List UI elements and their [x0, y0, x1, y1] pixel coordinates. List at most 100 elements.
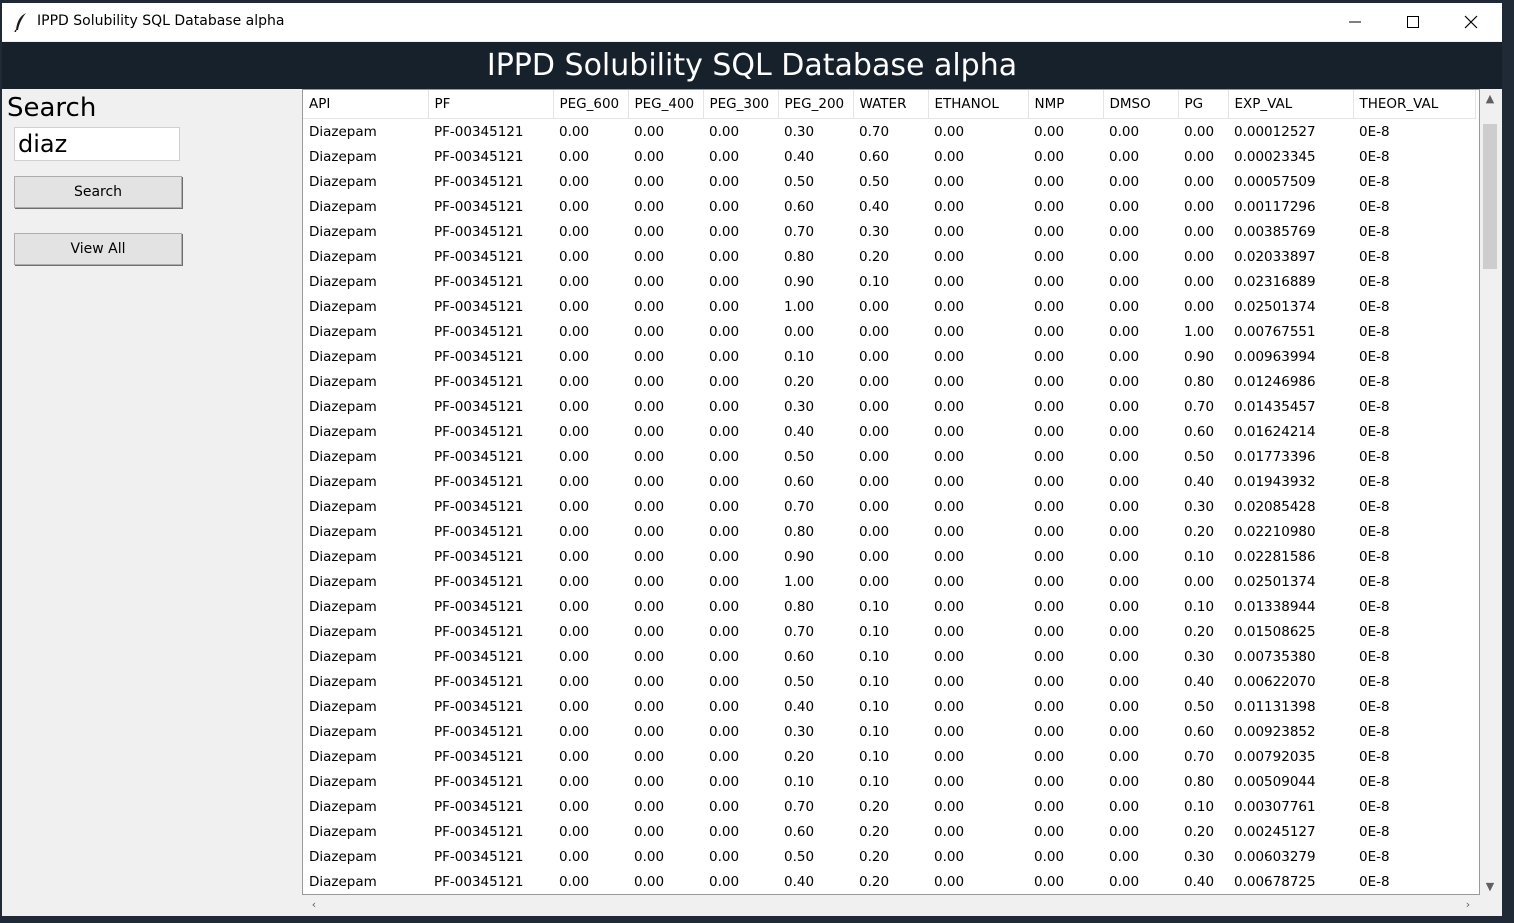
column-header[interactable]: PEG_400: [628, 90, 704, 119]
maximize-button[interactable]: [1384, 3, 1442, 41]
table-row[interactable]: Diazepam PF-00345121 0.00 0.00 0.00 1.00 0.00 0…: [303, 294, 1475, 319]
table-row[interactable]: Diazepam PF-00345121 0.00 0.00 0.00 0.30 0.00 0…: [303, 394, 1475, 419]
column-header[interactable]: PG: [1178, 90, 1229, 119]
table-row[interactable]: Diazepam PF-00345121 0.00 0.00 0.00 0.50 0.20 0…: [303, 844, 1475, 869]
column-header[interactable]: NMP: [1028, 90, 1104, 119]
table-cell: Diazepam: [309, 723, 377, 740]
vertical-scrollbar[interactable]: ▲ ▼: [1480, 89, 1500, 895]
table-row[interactable]: Diazepam PF-00345121 0.00 0.00 0.00 0.60 0.10 0…: [303, 644, 1475, 669]
table-cell: 0.00: [634, 673, 665, 690]
scroll-up-icon[interactable]: ▲: [1485, 91, 1495, 105]
table-cell: 0.40: [1184, 473, 1215, 490]
vertical-scroll-thumb[interactable]: [1483, 124, 1497, 269]
table-cell: 0.70: [784, 498, 815, 515]
column-header[interactable]: PEG_200: [778, 90, 854, 119]
table-row[interactable]: Diazepam PF-00345121 0.00 0.00 0.00 1.00 0.00 0…: [303, 569, 1475, 594]
table-row[interactable]: Diazepam PF-00345121 0.00 0.00 0.00 0.50 0.10 0…: [303, 669, 1475, 694]
table-cell: 0.70: [1184, 748, 1215, 765]
column-header[interactable]: API: [303, 90, 429, 119]
table-cell: 0.00: [559, 773, 590, 790]
title-bar[interactable]: IPPD Solubility SQL Database alpha: [2, 3, 1502, 41]
table-cell: Diazepam: [309, 823, 377, 840]
search-button[interactable]: Search: [14, 176, 182, 208]
close-button[interactable]: [1442, 3, 1500, 41]
table-row[interactable]: Diazepam PF-00345121 0.00 0.00 0.00 0.90 0.00 0…: [303, 544, 1475, 569]
table-cell: 0.00117296: [1234, 198, 1316, 215]
search-input[interactable]: [14, 127, 180, 161]
app-window: IPPD Solubility SQL Database alpha IPPD …: [2, 3, 1502, 916]
table-row[interactable]: Diazepam PF-00345121 0.00 0.00 0.00 0.40 0.60 0…: [303, 144, 1475, 169]
column-header[interactable]: WATER: [853, 90, 929, 119]
table-cell: 0.30: [784, 398, 815, 415]
table-row[interactable]: Diazepam PF-00345121 0.00 0.00 0.00 0.50 0.00 0…: [303, 444, 1475, 469]
table-row[interactable]: Diazepam PF-00345121 0.00 0.00 0.00 0.40 0.10 0…: [303, 694, 1475, 719]
table-cell: 0.60: [1184, 423, 1215, 440]
table-row[interactable]: Diazepam PF-00345121 0.00 0.00 0.00 0.80 0.00 0…: [303, 519, 1475, 544]
table-cell: 0.80: [784, 523, 815, 540]
table-cell: 0.00: [709, 573, 740, 590]
table-row[interactable]: Diazepam PF-00345121 0.00 0.00 0.00 0.20 0.10 0…: [303, 744, 1475, 769]
horizontal-scrollbar[interactable]: ‹ ›: [302, 895, 1480, 913]
table-cell: 0.00: [859, 423, 890, 440]
minimize-button[interactable]: [1326, 3, 1384, 41]
table-cell: 0.00963994: [1234, 348, 1316, 365]
scroll-right-icon[interactable]: ›: [1465, 897, 1471, 911]
table-cell: 0.00: [934, 573, 965, 590]
table-cell: 0E-8: [1359, 773, 1390, 790]
table-row[interactable]: Diazepam PF-00345121 0.00 0.00 0.00 0.30 0.10 0…: [303, 719, 1475, 744]
table-cell: 0.00678725: [1234, 873, 1316, 890]
table-header: API PF PEG_600 PEG_400 PEG_300 PEG_200 WATER ET…: [303, 90, 1476, 119]
table-cell: 0.00: [1034, 223, 1065, 240]
table-row[interactable]: Diazepam PF-00345121 0.00 0.00 0.00 0.70 0.20 0…: [303, 794, 1475, 819]
table-row[interactable]: Diazepam PF-00345121 0.00 0.00 0.00 0.10 0.10 0…: [303, 769, 1475, 794]
table-cell: 0.00: [634, 548, 665, 565]
column-header[interactable]: DMSO: [1103, 90, 1179, 119]
table-cell: Diazepam: [309, 448, 377, 465]
table-cell: 0.00012527: [1234, 123, 1316, 140]
table-cell: 0.00: [559, 323, 590, 340]
table-cell: Diazepam: [309, 673, 377, 690]
results-table[interactable]: API PF PEG_600 PEG_400 PEG_300 PEG_200 WATER ET…: [302, 89, 1480, 895]
column-header[interactable]: EXP_VAL: [1228, 90, 1354, 119]
table-cell: 0.00: [559, 723, 590, 740]
table-cell: 0.40: [784, 423, 815, 440]
table-row[interactable]: Diazepam PF-00345121 0.00 0.00 0.00 0.40 0.20 0…: [303, 869, 1475, 894]
table-row[interactable]: Diazepam PF-00345121 0.00 0.00 0.00 0.70 0.00 0…: [303, 494, 1475, 519]
table-row[interactable]: Diazepam PF-00345121 0.00 0.00 0.00 0.80 0.10 0…: [303, 594, 1475, 619]
column-header[interactable]: ETHANOL: [928, 90, 1029, 119]
table-row[interactable]: Diazepam PF-00345121 0.00 0.00 0.00 0.40 0.00 0…: [303, 419, 1475, 444]
table-cell: Diazepam: [309, 598, 377, 615]
table-row[interactable]: Diazepam PF-00345121 0.00 0.00 0.00 0.20 0.00 0…: [303, 369, 1475, 394]
table-row[interactable]: Diazepam PF-00345121 0.00 0.00 0.00 0.90 0.10 0…: [303, 269, 1475, 294]
view-all-button[interactable]: View All: [14, 233, 182, 265]
scroll-left-icon[interactable]: ‹: [311, 897, 317, 911]
table-cell: 0.00: [1184, 573, 1215, 590]
table-row[interactable]: Diazepam PF-00345121 0.00 0.00 0.00 0.60 0.00 0…: [303, 469, 1475, 494]
table-cell: 0.00: [1109, 798, 1140, 815]
table-cell: 0E-8: [1359, 148, 1390, 165]
table-row[interactable]: Diazepam PF-00345121 0.00 0.00 0.00 0.50 0.50 0…: [303, 169, 1475, 194]
table-cell: 0.90: [784, 548, 815, 565]
table-row[interactable]: Diazepam PF-00345121 0.00 0.00 0.00 0.10 0.00 0…: [303, 344, 1475, 369]
table-row[interactable]: Diazepam PF-00345121 0.00 0.00 0.00 0.70 0.10 0…: [303, 619, 1475, 644]
scroll-down-icon[interactable]: ▼: [1485, 879, 1495, 893]
column-header[interactable]: PEG_300: [703, 90, 779, 119]
table-row[interactable]: Diazepam PF-00345121 0.00 0.00 0.00 0.80 0.20 0…: [303, 244, 1475, 269]
table-cell: 0.00: [709, 423, 740, 440]
column-header[interactable]: THEOR_VAL: [1353, 90, 1476, 119]
column-header[interactable]: PEG_600: [553, 90, 629, 119]
table-cell: 0.02281586: [1234, 548, 1316, 565]
table-cell: 0E-8: [1359, 598, 1390, 615]
table-row[interactable]: Diazepam PF-00345121 0.00 0.00 0.00 0.60 0.40 0…: [303, 194, 1475, 219]
table-row[interactable]: Diazepam PF-00345121 0.00 0.00 0.00 0.60 0.20 0…: [303, 819, 1475, 844]
column-header[interactable]: PF: [428, 90, 554, 119]
table-row[interactable]: Diazepam PF-00345121 0.00 0.00 0.00 0.30 0.70 0…: [303, 119, 1475, 145]
table-cell: 0.50: [784, 673, 815, 690]
table-cell: 1.00: [784, 298, 815, 315]
table-cell: 0.00: [1109, 698, 1140, 715]
table-cell: 0.40: [1184, 673, 1215, 690]
table-row[interactable]: Diazepam PF-00345121 0.00 0.00 0.00 0.70 0.30 0…: [303, 219, 1475, 244]
table-row[interactable]: Diazepam PF-00345121 0.00 0.00 0.00 0.00 0.00 0…: [303, 319, 1475, 344]
table-cell: 0.60: [784, 823, 815, 840]
table-cell: 0.00307761: [1234, 798, 1316, 815]
